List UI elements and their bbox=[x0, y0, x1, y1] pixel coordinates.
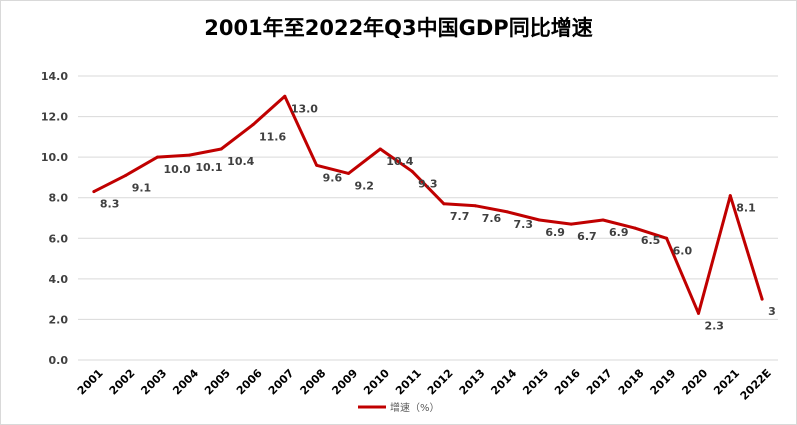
data-point bbox=[474, 204, 478, 208]
data-label: 8.3 bbox=[100, 198, 120, 211]
data-label: 10.4 bbox=[386, 155, 413, 168]
data-point bbox=[124, 173, 128, 177]
data-label: 6.9 bbox=[609, 226, 629, 239]
data-label: 7.7 bbox=[450, 210, 470, 223]
data-label: 10.0 bbox=[164, 163, 191, 176]
x-tick-label: 2003 bbox=[138, 367, 169, 398]
data-point bbox=[537, 218, 541, 222]
series-line bbox=[92, 94, 764, 315]
data-point bbox=[601, 218, 605, 222]
data-label: 9.6 bbox=[323, 171, 343, 184]
data-label: 9.3 bbox=[418, 177, 438, 190]
x-tick-label: 2010 bbox=[361, 366, 392, 397]
data-label: 8.1 bbox=[736, 202, 756, 215]
data-point bbox=[315, 163, 319, 167]
y-tick-label: 14.0 bbox=[41, 70, 68, 83]
y-tick-label: 0.0 bbox=[49, 354, 69, 367]
x-tick-label: 2011 bbox=[393, 367, 424, 398]
y-tick-label: 10.0 bbox=[41, 151, 68, 164]
data-point bbox=[569, 222, 573, 226]
x-tick-label: 2018 bbox=[616, 367, 647, 398]
data-label: 10.4 bbox=[227, 155, 254, 168]
data-label: 7.6 bbox=[482, 212, 502, 225]
data-point bbox=[442, 202, 446, 206]
x-tick-label: 2009 bbox=[329, 367, 360, 398]
data-point bbox=[760, 297, 764, 301]
data-point bbox=[92, 190, 96, 194]
x-tick-label: 2019 bbox=[648, 367, 679, 398]
x-tick-label: 2006 bbox=[234, 366, 265, 397]
x-tick-label: 2013 bbox=[457, 367, 488, 398]
x-tick-label: 2022E bbox=[738, 367, 774, 403]
legend-label: 增速（%） bbox=[390, 401, 440, 414]
data-label: 2.3 bbox=[704, 319, 724, 332]
data-point bbox=[633, 226, 637, 230]
x-tick-label: 2017 bbox=[584, 367, 615, 398]
data-label: 11.6 bbox=[259, 131, 286, 144]
data-point bbox=[506, 210, 510, 214]
data-label: 6.5 bbox=[641, 234, 661, 247]
data-label: 10.1 bbox=[195, 161, 222, 174]
data-label: 9.1 bbox=[132, 181, 152, 194]
data-label: 9.2 bbox=[354, 179, 374, 192]
data-point bbox=[378, 147, 382, 151]
data-label: 7.3 bbox=[514, 218, 534, 231]
x-tick-label: 2004 bbox=[170, 366, 201, 397]
x-tick-label: 2008 bbox=[298, 367, 329, 398]
y-tick-label: 2.0 bbox=[49, 313, 69, 326]
y-tick-label: 12.0 bbox=[41, 111, 68, 124]
x-tick-label: 2014 bbox=[488, 366, 519, 397]
data-point bbox=[219, 147, 223, 151]
data-point bbox=[156, 155, 160, 159]
x-tick-label: 2007 bbox=[266, 367, 297, 398]
data-label: 6.9 bbox=[545, 226, 565, 239]
x-tick-label: 2001 bbox=[75, 367, 106, 398]
y-tick-label: 4.0 bbox=[49, 273, 69, 286]
x-tick-label: 2015 bbox=[520, 367, 551, 398]
x-tick-label: 2020 bbox=[679, 366, 710, 397]
x-tick-label: 2012 bbox=[425, 367, 456, 398]
data-label: 3 bbox=[768, 305, 776, 318]
data-point bbox=[728, 194, 732, 198]
data-point bbox=[346, 171, 350, 175]
data-point bbox=[283, 94, 287, 98]
data-label: 6.7 bbox=[577, 230, 597, 243]
data-point bbox=[251, 123, 255, 127]
data-point bbox=[187, 153, 191, 157]
x-tick-label: 2016 bbox=[552, 366, 583, 397]
data-point bbox=[696, 311, 700, 315]
data-point bbox=[410, 169, 414, 173]
y-tick-label: 8.0 bbox=[49, 192, 69, 205]
chart-title: 2001年至2022年Q3中国GDP同比增速 bbox=[204, 16, 593, 40]
data-label: 6.0 bbox=[673, 244, 693, 257]
data-label: 13.0 bbox=[291, 102, 318, 115]
y-tick-label: 6.0 bbox=[49, 232, 69, 245]
x-tick-label: 2005 bbox=[202, 367, 233, 398]
data-point bbox=[665, 236, 669, 240]
x-tick-label: 2002 bbox=[107, 367, 138, 398]
